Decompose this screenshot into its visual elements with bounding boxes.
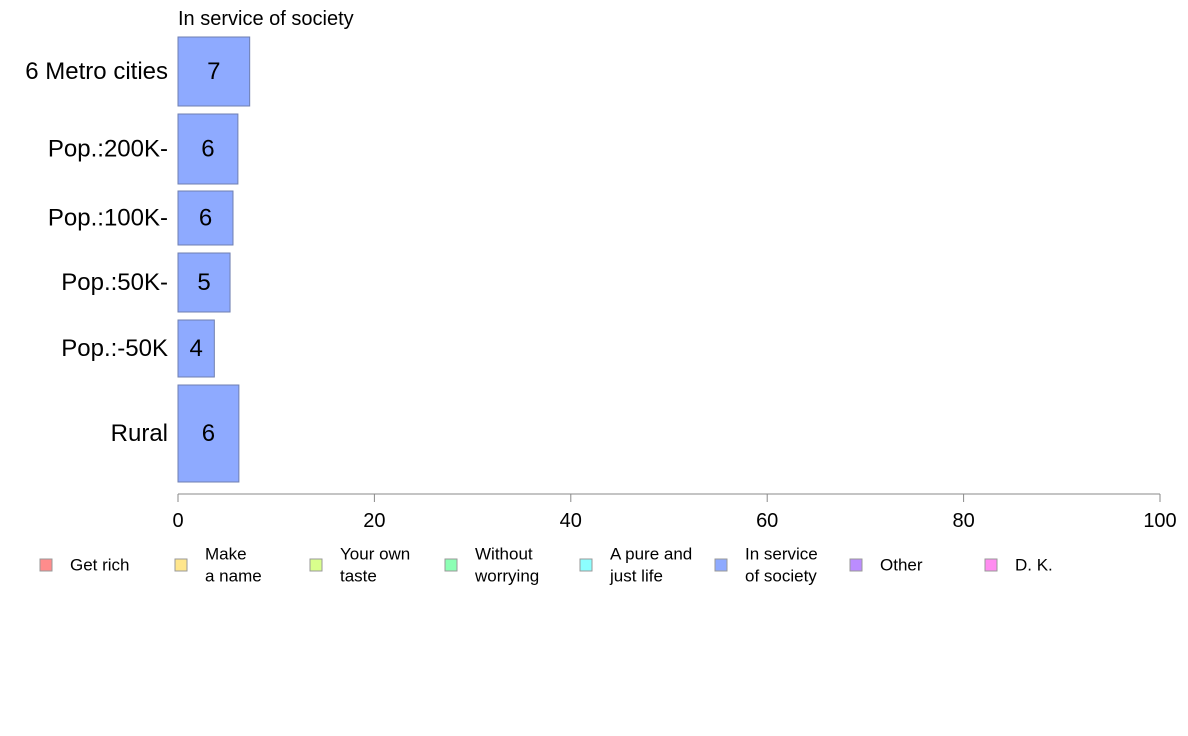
legend-swatch	[174, 558, 188, 572]
legend: Get rich Make a name Your own taste Without wo…	[39, 545, 1053, 586]
x-tick-label: 20	[363, 510, 385, 532]
x-tick-label: 40	[560, 510, 582, 532]
legend-swatch	[579, 558, 593, 572]
chart-title: In service of society	[178, 8, 354, 30]
bar	[177, 113, 239, 185]
legend-label: In service	[745, 545, 818, 564]
category-label: Pop.:50K-	[61, 269, 168, 296]
legend-label: a name	[205, 567, 262, 586]
x-tick-label: 60	[756, 510, 778, 532]
legend-label: Get rich	[70, 556, 130, 575]
legend-label: Make	[205, 545, 247, 564]
legend-label: taste	[340, 567, 377, 586]
bar-value-label: 7	[207, 58, 220, 85]
bar-value-label: 4	[189, 335, 202, 362]
legend-label: just life	[609, 567, 663, 586]
bar	[177, 319, 215, 378]
legend-label: Other	[880, 556, 923, 575]
legend-label: Your own	[340, 545, 410, 564]
legend-swatch	[714, 558, 728, 572]
bar	[177, 190, 234, 246]
bar-value-label: 6	[199, 205, 212, 232]
legend-swatch	[309, 558, 323, 572]
legend-swatch	[849, 558, 863, 572]
x-tick-label: 80	[952, 510, 974, 532]
x-axis: 0 20 40 60 80 100	[172, 493, 1177, 532]
legend-label: D. K.	[1015, 556, 1053, 575]
category-label: Pop.:200K-	[48, 136, 168, 163]
legend-swatch	[444, 558, 458, 572]
bar-value-label: 6	[202, 420, 215, 447]
category-label: Pop.:-50K	[61, 335, 168, 362]
bar	[177, 384, 240, 483]
bar-value-label: 6	[201, 136, 214, 163]
legend-swatch	[39, 558, 53, 572]
x-tick-label: 100	[1143, 510, 1176, 532]
legend-label: A pure and	[610, 545, 692, 564]
legend-label: worrying	[474, 567, 539, 586]
category-label: Rural	[111, 420, 168, 447]
bar-value-label: 5	[197, 269, 210, 296]
bar	[177, 36, 251, 107]
category-label: Pop.:100K-	[48, 205, 168, 232]
legend-swatch	[984, 558, 998, 572]
bar	[177, 252, 231, 313]
category-label: 6 Metro cities	[25, 58, 168, 85]
legend-label: of society	[745, 567, 817, 586]
x-tick-label: 0	[172, 510, 183, 532]
legend-label: Without	[475, 545, 533, 564]
bars-group: 6 Metro cities 7 Pop.:200K- 6 Pop.:100K- 6 Pop…	[25, 36, 251, 483]
